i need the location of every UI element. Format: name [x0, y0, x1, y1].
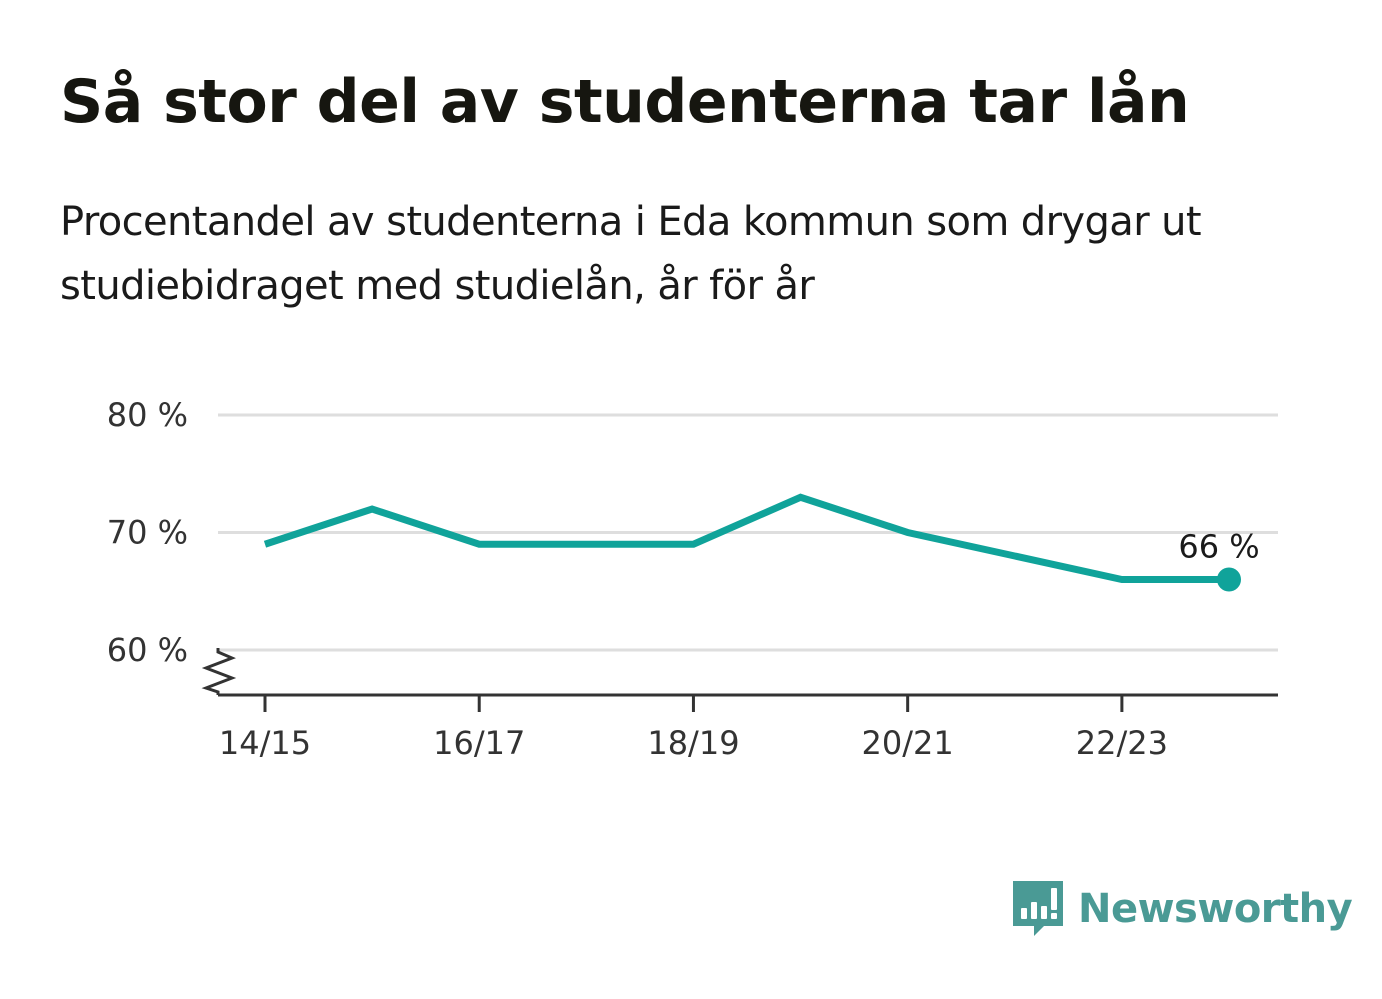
newsworthy-logo: Newsworthy	[1010, 878, 1353, 940]
chart-subtitle: Procentandel av studenterna i Eda kommun…	[60, 199, 1202, 309]
axis-break-icon	[201, 648, 237, 695]
newsworthy-logo-icon	[1013, 881, 1063, 936]
data-labels: 66 %	[1178, 528, 1259, 566]
y-tick-label: 70 %	[107, 514, 188, 552]
end-point-marker	[1217, 567, 1241, 592]
y-tick-label: 80 %	[107, 396, 188, 434]
x-tick-label: 16/17	[433, 724, 525, 762]
brand-name: Newsworthy	[1078, 886, 1353, 932]
end-value-label: 66 %	[1178, 528, 1259, 566]
x-tick-label: 14/15	[219, 724, 311, 762]
x-tick-label: 22/23	[1076, 724, 1168, 762]
series-line-0	[263, 493, 1229, 583]
gridlines	[218, 413, 1278, 652]
x-axis: 14/15 16/17 18/19 20/21 22/23	[201, 648, 1278, 762]
x-tick-label: 20/21	[862, 724, 954, 762]
chart-title: Så stor del av studenterna tar lån	[60, 67, 1190, 137]
y-axis-ticks: 60 % 70 % 80 %	[107, 396, 188, 669]
y-tick-label: 60 %	[107, 631, 188, 669]
x-tick-label: 18/19	[647, 724, 739, 762]
series-layer	[263, 493, 1241, 592]
